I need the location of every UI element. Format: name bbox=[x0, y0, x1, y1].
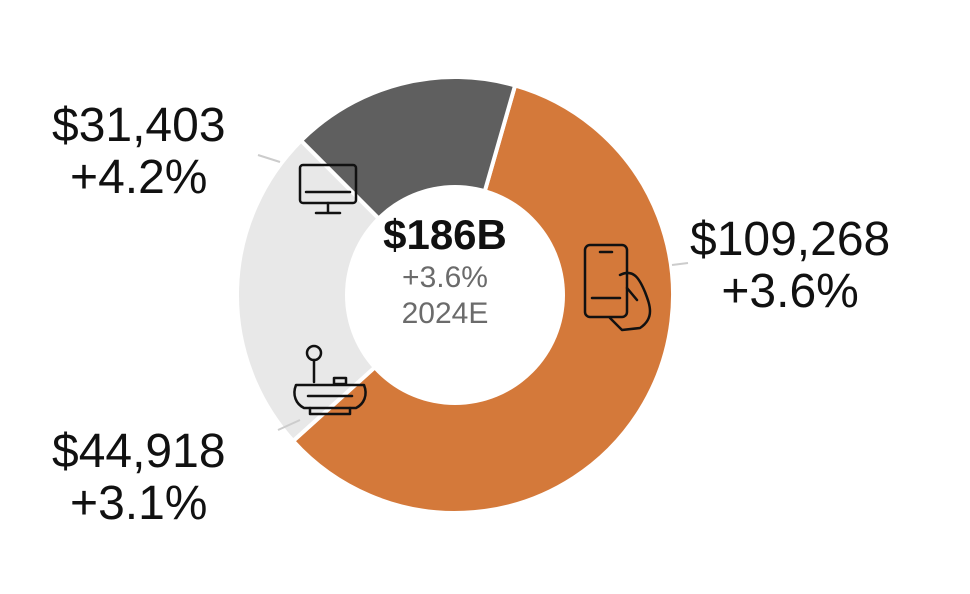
slice-label-console: $44,918 +3.1% bbox=[52, 426, 226, 530]
leader-line-console bbox=[277, 419, 301, 431]
game-console-joystick-icon bbox=[293, 344, 367, 416]
slice-growth-mobile: +3.6% bbox=[721, 265, 859, 318]
slice-label-mobile: $109,268 +3.6% bbox=[690, 214, 890, 318]
leader-line-pc bbox=[257, 154, 281, 163]
smartphone-in-hand-icon bbox=[583, 243, 652, 332]
pc-monitor-icon bbox=[298, 163, 358, 215]
center-summary: $186B +3.6% 2024E bbox=[345, 210, 545, 332]
slice-growth-console: +3.1% bbox=[70, 477, 208, 530]
leader-line-mobile bbox=[671, 262, 689, 266]
slice-value-pc: $31,403 bbox=[52, 99, 226, 152]
slice-value-console: $44,918 bbox=[52, 425, 226, 478]
center-year: 2024E bbox=[401, 297, 489, 330]
slice-value-mobile: $109,268 bbox=[690, 213, 891, 266]
center-total: $186B bbox=[383, 211, 507, 258]
center-growth: +3.6% bbox=[402, 261, 488, 294]
slice-label-pc: $31,403 +4.2% bbox=[52, 100, 226, 204]
slice-growth-pc: +4.2% bbox=[70, 151, 208, 204]
donut-hole bbox=[345, 185, 565, 405]
